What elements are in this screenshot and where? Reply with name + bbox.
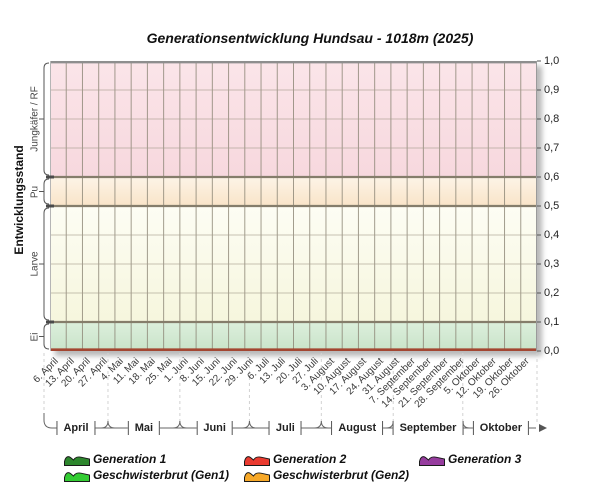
x-tick-label: 24. August (344, 356, 386, 398)
legend-item: Generation 3 (419, 452, 521, 466)
y-tick-label: 0,3 (544, 258, 560, 270)
legend-label: Generation 3 (448, 452, 522, 466)
y-tick-label: 0,5 (544, 200, 560, 212)
x-tick-label: 18. Mai (127, 356, 159, 387)
x-tick-label: 31. August (360, 356, 402, 398)
x-tick-label: 29. Juni (223, 356, 256, 389)
legend-series-icon (64, 469, 90, 482)
month-axis-scroll-right-arrow-icon[interactable] (538, 423, 548, 433)
x-tick-label: 11. Mai (111, 356, 142, 387)
legend-label: Geschwisterbrut (Gen1) (93, 468, 230, 482)
legend-series-icon (244, 469, 270, 482)
y-tick-label: 0,4 (544, 229, 560, 241)
x-tick-label: 13. April (43, 356, 77, 390)
month-label-oktober: Oktober (472, 421, 529, 435)
month-label-august: August (331, 421, 384, 435)
stage-label: Larve (29, 251, 41, 277)
y-axis-title: Entwicklungsstand (12, 145, 26, 255)
x-tick-label: 15. Juni (190, 356, 224, 389)
month-label-juli: Juli (268, 421, 302, 435)
x-tick-label: 19. Oktober (470, 356, 516, 401)
x-tick-label: 25. Mai (143, 356, 175, 387)
month-label-april: April (56, 421, 96, 435)
x-tick-label: 7. September (367, 356, 418, 407)
x-tick-label: 26. Oktober (486, 356, 532, 401)
stage-label: Ei (29, 332, 41, 341)
chart-title: Generationsentwicklung Hundsau - 1018m (… (146, 30, 474, 46)
month-label-juni: Juni (196, 421, 233, 435)
x-tick-label: 28. September (412, 356, 467, 411)
x-tick-label: 8. Juni (178, 356, 207, 385)
legend-item: Generation 2 (244, 452, 346, 466)
legend-label: Generation 1 (93, 452, 167, 466)
month-label-mai: Mai (127, 421, 161, 435)
y-tick-label: 0,0 (544, 345, 560, 357)
legend-series-icon (64, 453, 90, 466)
plot-area (50, 61, 537, 351)
x-tick-label: 14. September (379, 356, 435, 411)
x-tick-label: 4. Mai (98, 356, 126, 384)
legend-label: Geschwisterbrut (Gen2) (273, 468, 410, 482)
legend-label: Generation 2 (273, 452, 347, 466)
legend-item: Generation 1 (64, 452, 166, 466)
y-tick-label: 0,2 (544, 287, 560, 299)
x-tick-label: 21. September (396, 356, 451, 411)
x-tick-label: 27. Juli (290, 356, 321, 387)
x-tick-label: 22. Juni (206, 356, 240, 389)
x-tick-label: 20. Juli (274, 356, 305, 387)
x-tick-label: 20. April (59, 356, 94, 390)
y-tick-label: 0,1 (544, 316, 560, 328)
x-tick-label: 6. Juli (245, 356, 272, 383)
y-tick-label: 1,0 (544, 55, 560, 67)
legend-item: Geschwisterbrut (Gen2) (244, 468, 409, 482)
x-tick-label: 6. April (31, 356, 61, 386)
x-tick-label: 17. August (328, 356, 370, 398)
legend-series-icon (244, 453, 270, 466)
x-tick-label: 12. Oktober (454, 356, 500, 401)
x-tick-label: 5. Oktober (442, 356, 483, 397)
x-tick-label: 3. August (299, 356, 337, 394)
legend-item: Geschwisterbrut (Gen1) (64, 468, 229, 482)
legend-series-icon (419, 453, 445, 466)
stage-label: Jungkäfer / RF (29, 86, 41, 152)
stage-label: Pu (29, 185, 41, 198)
month-label-september: September (392, 421, 464, 435)
x-tick-label: 1. Juni (162, 356, 191, 385)
x-tick-label: 13. Juli (257, 356, 289, 387)
y-tick-label: 0,9 (544, 84, 560, 96)
plot-svg (50, 61, 537, 351)
x-tick-label: 10. August (311, 356, 353, 398)
x-tick-label: 27. April (76, 356, 110, 390)
y-tick-label: 0,6 (544, 171, 560, 183)
y-tick-label: 0,7 (544, 142, 560, 154)
y-tick-label: 0,8 (544, 113, 560, 125)
